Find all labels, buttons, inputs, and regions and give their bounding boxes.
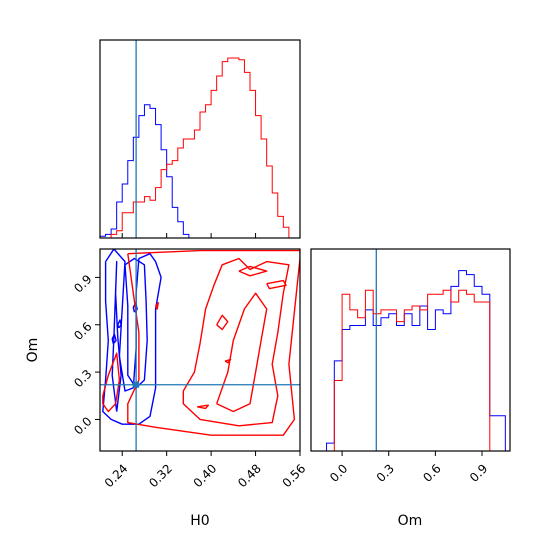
contour-x-tick-label-4: 0.56 (280, 461, 309, 490)
contour-y-tick-label-0: 0.0 (71, 414, 94, 437)
hist-om-panel: 0.0 0.3 0.6 0.9 (310, 248, 511, 485)
contour-blue-inner-1 (124, 257, 148, 389)
contour-red-inner-8 (182, 257, 290, 427)
hist-h0-series-red (100, 57, 300, 239)
contour-blue-inner-2 (111, 260, 122, 412)
hist-h0-frame (99, 39, 301, 239)
contour-blue-island-5 (111, 333, 117, 345)
contour-red-island-15 (154, 302, 160, 310)
contour-red-island-13 (224, 358, 232, 364)
contour-red-outer-left-7 (102, 352, 121, 413)
x-axis-label-om: Om (398, 513, 423, 529)
hist-h0-panel (99, 39, 301, 239)
contour-x-tick-label-1: 0.32 (146, 461, 175, 490)
contour-y-tick-label-2: 0.6 (71, 319, 94, 342)
hist-om-series (326, 270, 506, 451)
hist-om-frame (310, 248, 511, 452)
contour-red-outer-6 (127, 249, 300, 436)
hist-om-x-tick-label-2: 0.6 (420, 461, 443, 484)
contour-panel: 0.24 0.32 0.40 0.48 0.56 0.0 0.3 0.6 0.9 (71, 248, 309, 490)
contour-x-tick-label-0: 0.24 (102, 461, 131, 490)
x-axis-label-h0: H0 (190, 513, 209, 529)
contour-red-island-12 (216, 314, 229, 331)
contour-x-tick-label-3: 0.48 (235, 461, 264, 490)
hist-om-series-red (326, 289, 506, 451)
hist-om-x-tick-label-1: 0.3 (374, 461, 397, 484)
hist-om-x-tick-label-0: 0.0 (327, 461, 350, 484)
contour-red-island-10 (238, 265, 268, 277)
truth-marker (133, 381, 140, 388)
contour-y-tick-label-3: 0.9 (71, 272, 94, 295)
contour-x-tick-label-2: 0.40 (191, 461, 220, 490)
hist-om-series-blue (326, 270, 506, 451)
y-axis-label-om: Om (25, 338, 41, 363)
contour-red-island-14 (197, 404, 210, 410)
contour-frame (99, 248, 301, 452)
contour-red-core-9 (216, 292, 268, 413)
contour-red-island-11 (266, 279, 287, 290)
contour-lines (102, 249, 300, 436)
contour-y-tick-label-1: 0.3 (71, 367, 94, 390)
contour-blue-outer-0 (102, 249, 162, 425)
contour-blue-island-3 (117, 319, 122, 329)
hist-om-x-tick-label-3: 0.9 (467, 461, 490, 484)
